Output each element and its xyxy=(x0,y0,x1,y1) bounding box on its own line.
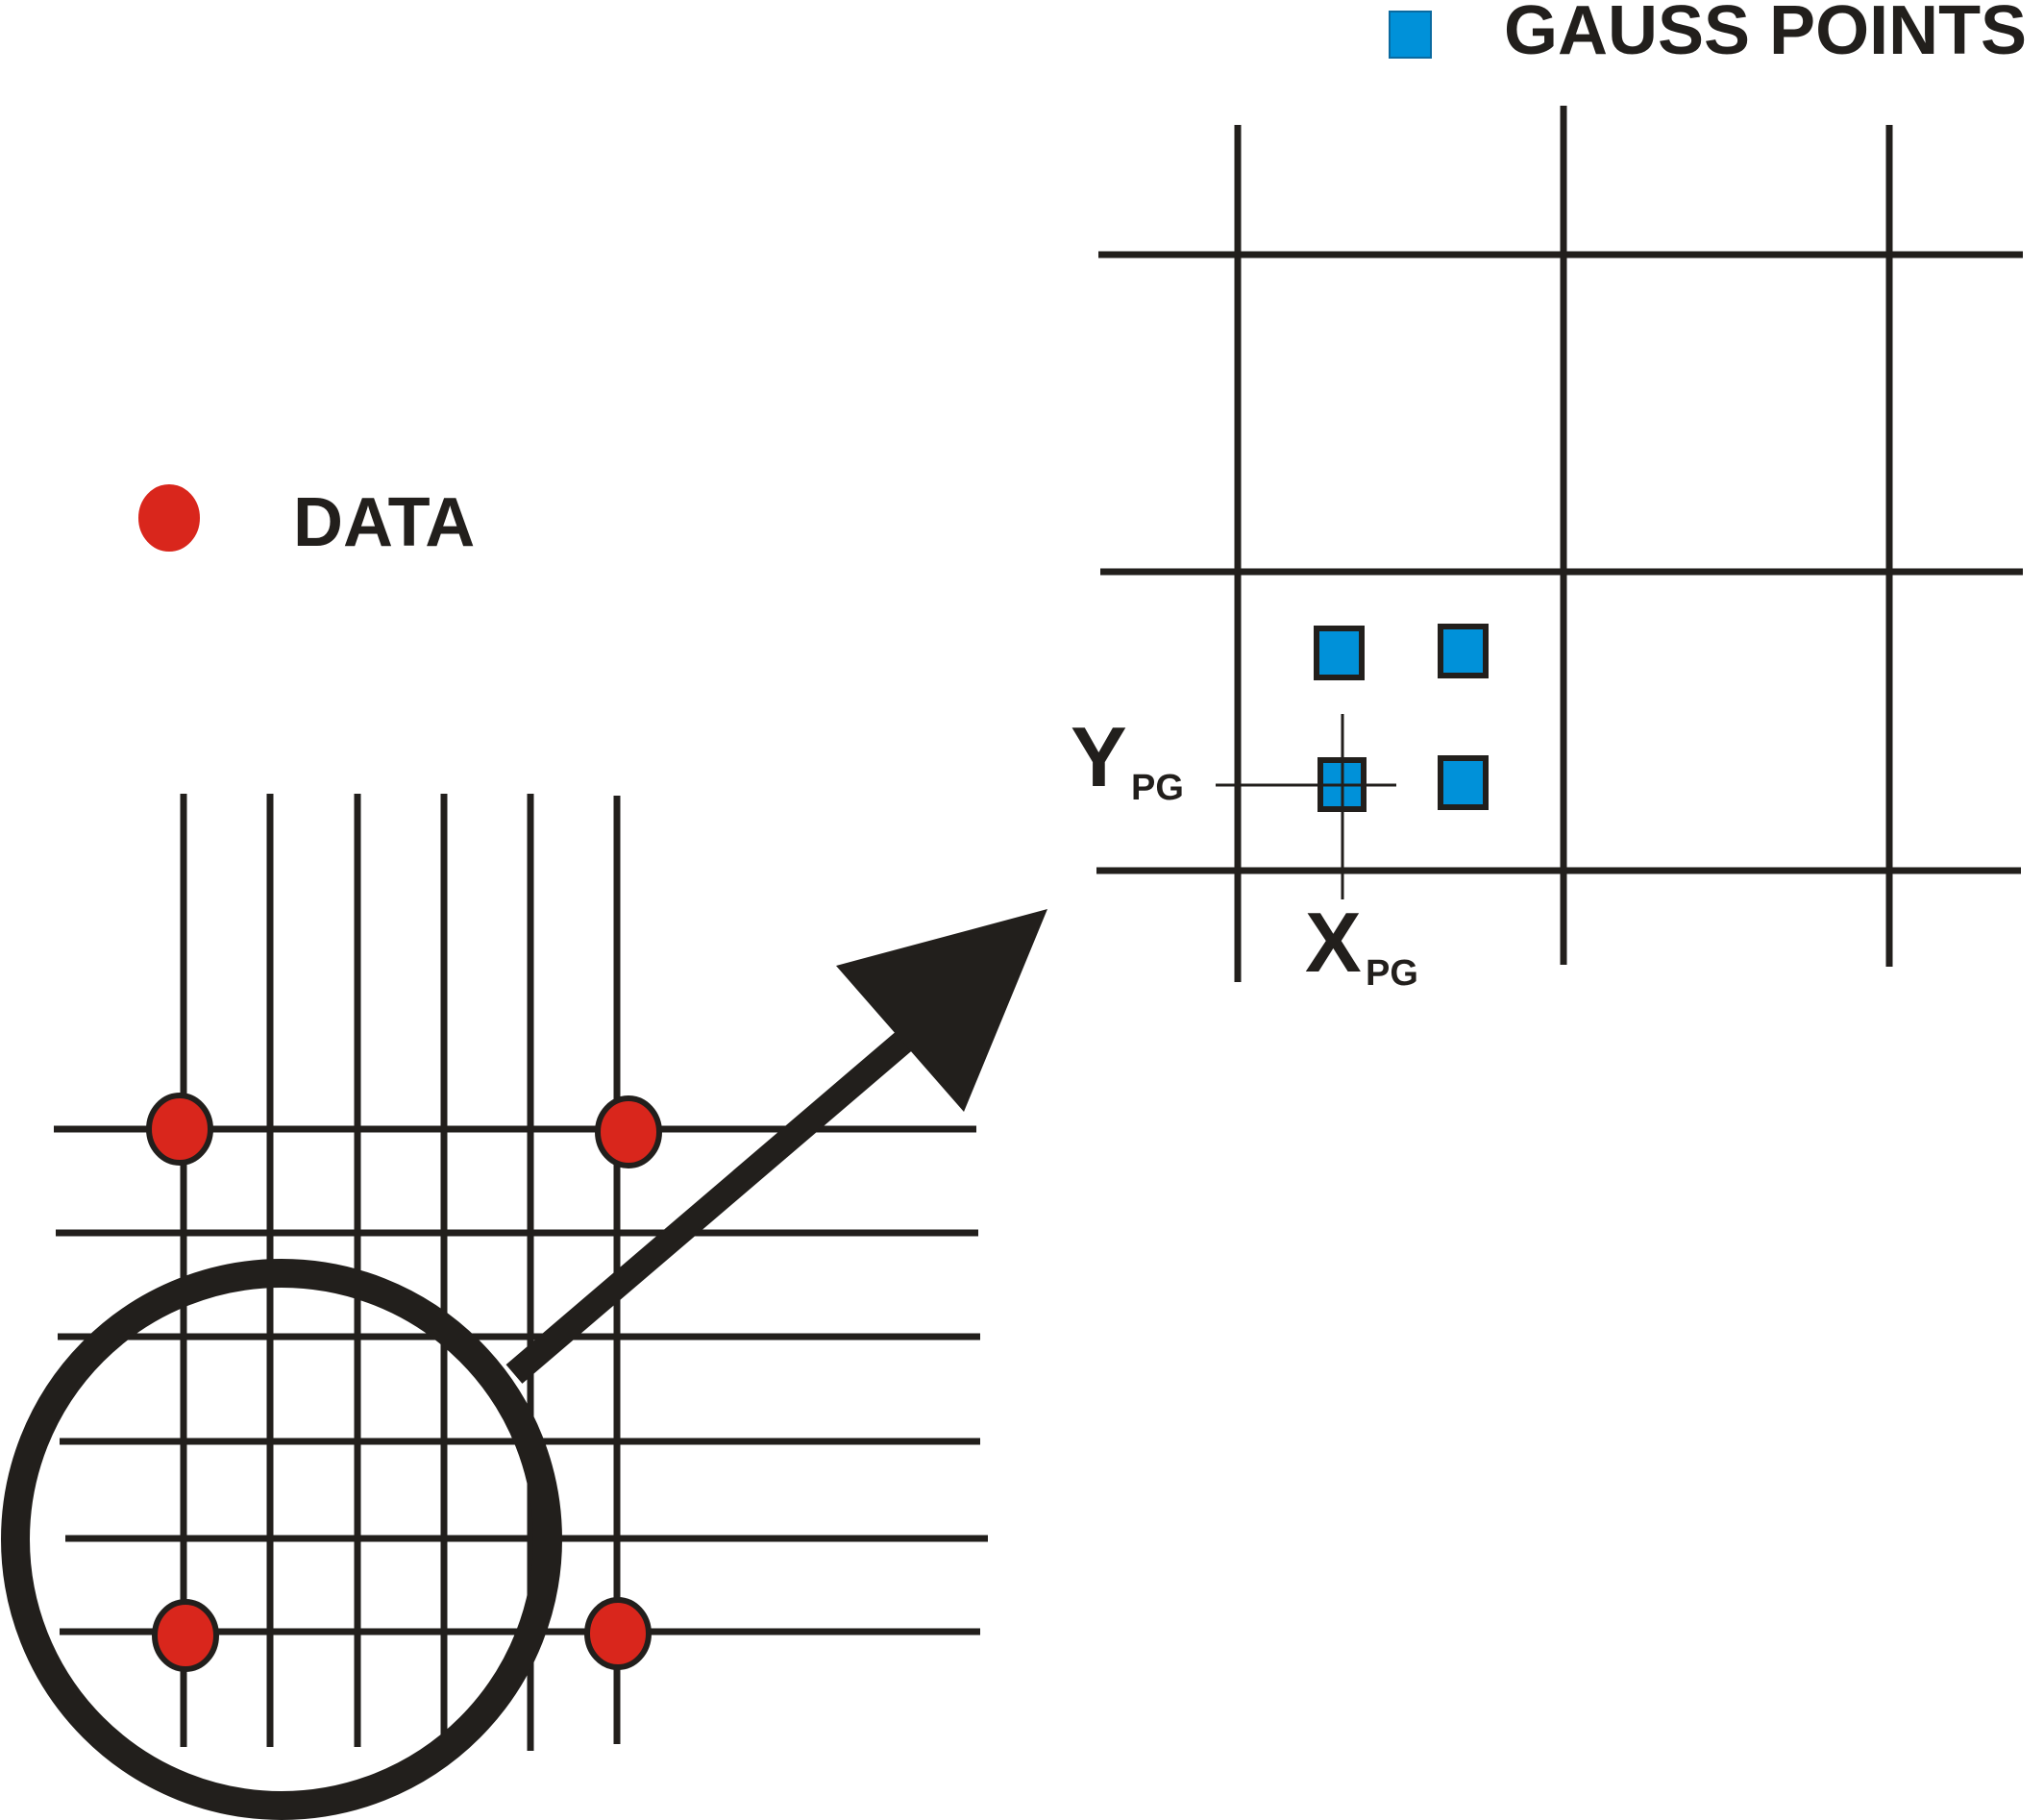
legend-gauss-points: GAUSS POINTS xyxy=(1389,0,2027,69)
magnifier-circle xyxy=(1,1259,562,1820)
gauss-point xyxy=(1314,626,1365,680)
y-axis-subscript: PG xyxy=(1131,768,1184,808)
y-pg-label: Y PG xyxy=(1071,709,1184,808)
zoom-arrow xyxy=(505,909,1047,1384)
data-legend-label: DATA xyxy=(293,484,475,561)
y-axis-letter: Y xyxy=(1071,709,1127,804)
gauss-point xyxy=(1438,624,1489,678)
legend-data: DATA xyxy=(138,484,475,561)
zoom-arrow-shaft xyxy=(505,1009,939,1384)
gauss-legend-label: GAUSS POINTS xyxy=(1504,0,2027,69)
x-pg-label: X PG xyxy=(1305,895,1418,994)
data-point xyxy=(152,1599,219,1672)
data-point xyxy=(584,1597,652,1670)
data-points xyxy=(146,1093,662,1672)
x-axis-letter: X xyxy=(1305,895,1362,990)
data-point xyxy=(146,1093,213,1166)
zoom-arrow-head xyxy=(836,909,1047,1112)
gauss-legend-marker xyxy=(1389,11,1432,59)
data-legend-marker xyxy=(138,484,200,552)
data-point xyxy=(595,1095,662,1168)
element-grid xyxy=(1096,106,2023,982)
gauss-point xyxy=(1438,755,1489,810)
x-axis-subscript: PG xyxy=(1366,953,1418,994)
gauss-crosshair-inner xyxy=(1320,760,1364,809)
